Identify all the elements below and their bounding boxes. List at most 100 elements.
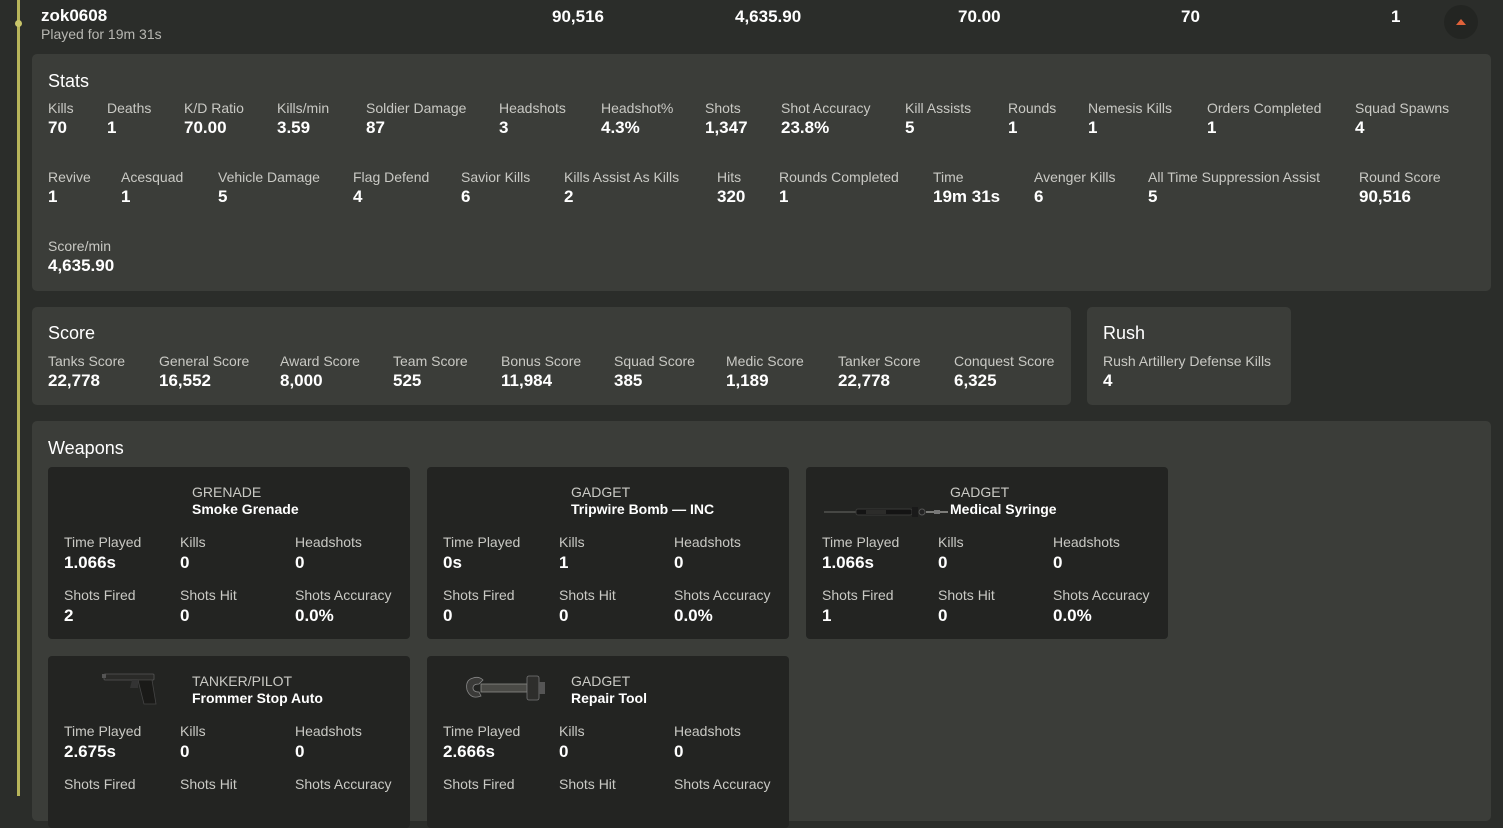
stat-label: Headshot% [601,100,674,116]
stat-label: Kills [48,100,74,116]
weapon-stat-shots-fired: Shots Fired [443,776,515,794]
player-row: zok0608 Played for 19m 31s 90,516 4,635.… [0,0,1503,44]
stat-value: 1.066s [64,553,116,572]
stat-label: Rush Artillery Defense Kills [1103,353,1272,369]
stat-label: Tanks Score [48,353,126,369]
stat-value: 23.8% [781,118,830,137]
weapon-stat-headshots: Headshots 0 [1053,534,1120,574]
stat-soldier-damage: Soldier Damage 87 [366,100,466,139]
syringe-icon [824,507,948,517]
stat-label: Headshots [1053,534,1120,550]
stat-label: Time Played [443,534,521,550]
collapse-button[interactable] [1444,5,1478,39]
stat-shot-accuracy: Shot Accuracy 23.8% [781,100,871,139]
stat-value: 0 [180,742,190,761]
stat-value: 0.0% [674,606,713,625]
weapon-stat-shots-fired: Shots Fired [64,776,136,794]
stat-label: Shots Hit [180,587,237,603]
stat-label: Kill Assists [905,100,972,116]
stat-avenger-kills: Avenger Kills 6 [1034,169,1115,208]
score-conquest: Conquest Score 6,325 [954,353,1054,392]
stat-label: Time Played [64,534,142,550]
stat-value: 0s [443,553,462,572]
weapon-card-frommer-stop-auto[interactable]: TANKER/PILOT Frommer Stop Auto Time Play… [48,656,410,828]
stat-value: 5 [1148,187,1158,206]
stat-label: Kills [559,723,585,739]
stat-label: Shots [705,100,741,116]
stat-value: 0.0% [1053,606,1092,625]
stat-kd-ratio: K/D Ratio 70.00 [184,100,244,139]
weapon-category: GADGET [571,484,631,500]
stat-label: Headshots [674,723,741,739]
weapon-card-medical-syringe[interactable]: GADGET Medical Syringe Time Played 1.066s… [806,467,1168,639]
stat-label: Hits [717,169,742,185]
stat-label: Shots Accuracy [674,776,771,792]
weapon-category: GRENADE [192,484,262,500]
stat-label: Shots Fired [64,587,136,603]
stat-value: 1 [48,187,58,206]
score-tanker: Tanker Score 22,778 [838,353,920,392]
stat-value: 320 [717,187,746,206]
stat-label: K/D Ratio [184,100,244,116]
stat-value: 0 [295,742,305,761]
weapon-card-smoke-grenade[interactable]: GRENADE Smoke Grenade Time Played 1.066s … [48,467,410,639]
pistol-icon [102,673,157,705]
kd-ratio-value: 70.00 [958,7,1001,26]
stat-revive: Revive 1 [48,169,91,208]
stat-value: 3 [499,118,509,137]
stat-label: Shots Accuracy [1053,587,1150,603]
stat-value: 4,635.90 [48,256,115,275]
stat-value: 1 [1088,118,1098,137]
stats-panel: Stats Kills 70 Deaths 1 K/D Ratio 70.00 Kil… [32,54,1491,291]
stat-value: 0 [180,553,190,572]
stat-kills-assist-as-kills: Kills Assist As Kills 2 [564,169,679,208]
stat-hits: Hits 320 [717,169,745,208]
stat-label: Headshots [295,723,362,739]
stat-label: Shots Fired [443,587,515,603]
stat-value: 70.00 [184,118,227,137]
stat-value: 1 [559,553,569,572]
stat-value: 0.0% [295,606,334,625]
weapon-stat-shots-accuracy: Shots Accuracy 0.0% [674,587,771,627]
stat-value: 1 [121,187,131,206]
stat-value: 6,325 [954,371,997,390]
stat-label: Shots Hit [938,587,995,603]
score-panel: Score Tanks Score 22,778 General Score 16,… [32,307,1071,405]
stat-label: Kills [559,534,585,550]
stat-label: Shots Fired [443,776,515,792]
stat-value: 0 [295,553,305,572]
stat-value: 1 [822,606,832,625]
stat-label: Kills [938,534,964,550]
stat-value: 4 [1103,371,1113,390]
stat-value: 6 [461,187,471,206]
played-for-text: Played for 19m 31s [41,26,162,42]
stat-label: Kills/min [277,100,330,116]
stat-label: Kills [180,534,206,550]
stat-all-time-suppression-assist: All Time Suppression Assist 5 [1148,169,1320,208]
stat-label: Shots Fired [64,776,136,792]
weapon-name: Repair Tool [571,690,647,706]
weapon-stat-kills: Kills 0 [180,534,206,574]
weapon-card-tripwire-bomb[interactable]: GADGET Tripwire Bomb — INC Time Played 0s… [427,467,789,639]
weapon-stat-time-played: Time Played 2.666s [443,723,520,763]
stat-label: Acesquad [121,169,184,185]
stat-label: Shots Hit [180,776,237,792]
stat-savior-kills: Savior Kills 6 [461,169,530,208]
stat-value: 11,984 [501,371,553,390]
stat-label: Revive [48,169,91,185]
score-team: Team Score 525 [393,353,468,392]
stat-label: Nemesis Kills [1088,100,1173,116]
weapon-name: Tripwire Bomb — INC [571,501,715,517]
stat-label: Shots Hit [559,776,616,792]
weapon-stat-shots-hit: Shots Hit 0 [938,587,995,627]
stat-value: 0 [674,553,684,572]
stat-value: 2 [64,606,74,625]
stat-label: Squad Score [614,353,695,369]
weapon-card-repair-tool[interactable]: GADGET Repair Tool Time Played 2.666s Kil… [427,656,789,828]
stat-label: Tanker Score [838,353,921,369]
stat-value: 22,778 [48,371,100,390]
stat-label: Rounds Completed [779,169,899,185]
player-name[interactable]: zok0608 [41,6,108,25]
kills-value: 70 [1181,7,1200,26]
stat-label: Shots Accuracy [674,587,771,603]
